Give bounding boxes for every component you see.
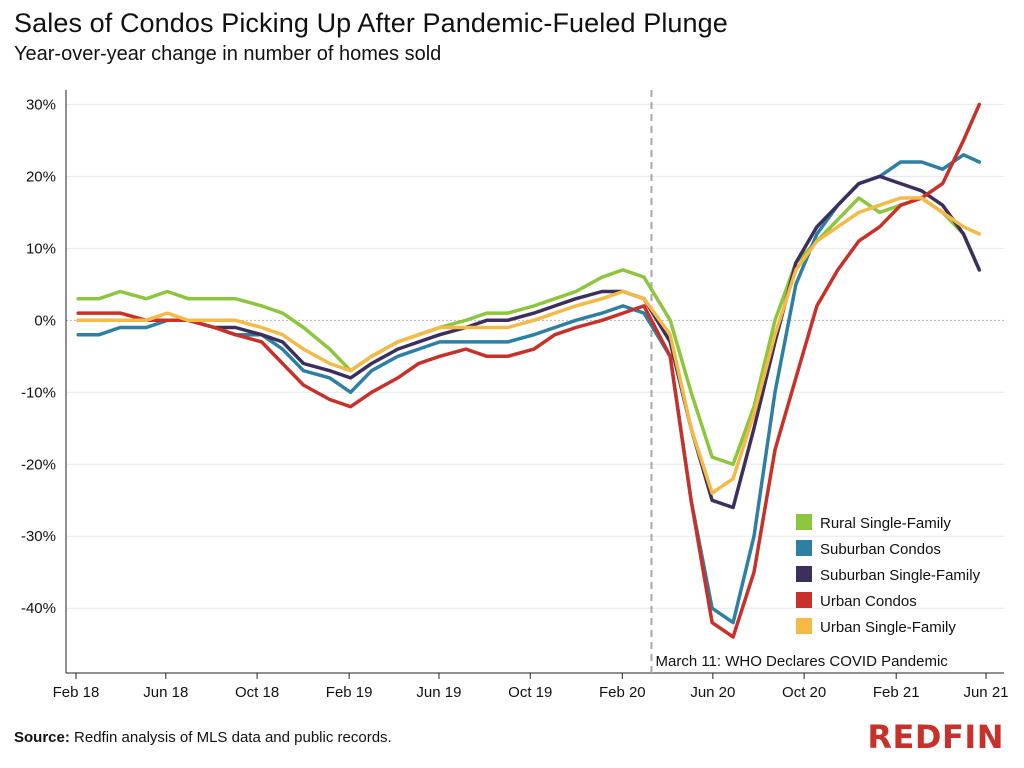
y-tick-label: 0% — [34, 312, 56, 329]
x-tick-label: Oct 18 — [235, 684, 279, 701]
gridlines — [66, 103, 1004, 609]
y-axis-ticks: 30% 20% 10% 0% -10% -20% -30% -40% — [21, 96, 56, 617]
source-text: Redfin analysis of MLS data and public r… — [69, 729, 392, 746]
x-axis-ticks: Feb 18 Jun 18 Oct 18 Feb 19 Jun 19 Oct 19 Feb … — [53, 673, 1009, 701]
axes — [65, 90, 1004, 674]
x-tick-label: Jun 21 — [963, 684, 1008, 701]
y-tick-label: -40% — [21, 600, 56, 617]
source-note: Source: Redfin analysis of MLS data and … — [14, 729, 392, 746]
redfin-logo: REDFIN — [867, 718, 1004, 756]
chart-subtitle: Year-over-year change in number of homes… — [14, 43, 442, 65]
legend-label: Urban Condos — [820, 593, 917, 610]
chart-title: Sales of Condos Picking Up After Pandemi… — [14, 8, 728, 38]
y-tick-label: -10% — [21, 384, 56, 401]
x-tick-label: Feb 19 — [326, 684, 373, 701]
legend: Rural Single-Family Suburban Condos Suburb… — [796, 514, 981, 636]
series-line-urban-single-family — [76, 196, 982, 495]
legend-label: Rural Single-Family — [820, 515, 951, 532]
y-tick-label: 10% — [26, 240, 56, 257]
series-line-suburban-single-family — [76, 174, 982, 510]
y-tick-label: -20% — [21, 456, 56, 473]
series-line-urban-condos — [76, 102, 982, 639]
x-tick-label: Oct 19 — [508, 684, 552, 701]
legend-swatch — [796, 540, 812, 556]
x-tick-label: Feb 21 — [873, 684, 920, 701]
series-lines — [76, 102, 982, 639]
legend-swatch — [796, 618, 812, 634]
x-tick-label: Oct 20 — [782, 684, 826, 701]
legend-swatch — [796, 514, 812, 530]
x-tick-label: Feb 20 — [599, 684, 646, 701]
legend-swatch — [796, 566, 812, 582]
source-label: Source: — [14, 729, 70, 746]
legend-label: Urban Single-Family — [820, 619, 956, 636]
annotation-label: March 11: WHO Declares COVID Pandemic — [655, 653, 948, 670]
y-tick-label: 20% — [26, 168, 56, 185]
x-tick-label: Feb 18 — [53, 684, 100, 701]
legend-swatch — [796, 592, 812, 608]
covid-annotation: March 11: WHO Declares COVID Pandemic — [650, 90, 948, 673]
y-tick-label: 30% — [26, 96, 56, 113]
y-tick-label: -30% — [21, 528, 56, 545]
legend-label: Suburban Single-Family — [820, 567, 981, 584]
x-tick-label: Jun 19 — [416, 684, 461, 701]
x-tick-label: Jun 20 — [690, 684, 735, 701]
series-line-rural-single-family — [76, 196, 982, 467]
x-tick-label: Jun 18 — [143, 684, 188, 701]
legend-label: Suburban Condos — [820, 541, 941, 558]
